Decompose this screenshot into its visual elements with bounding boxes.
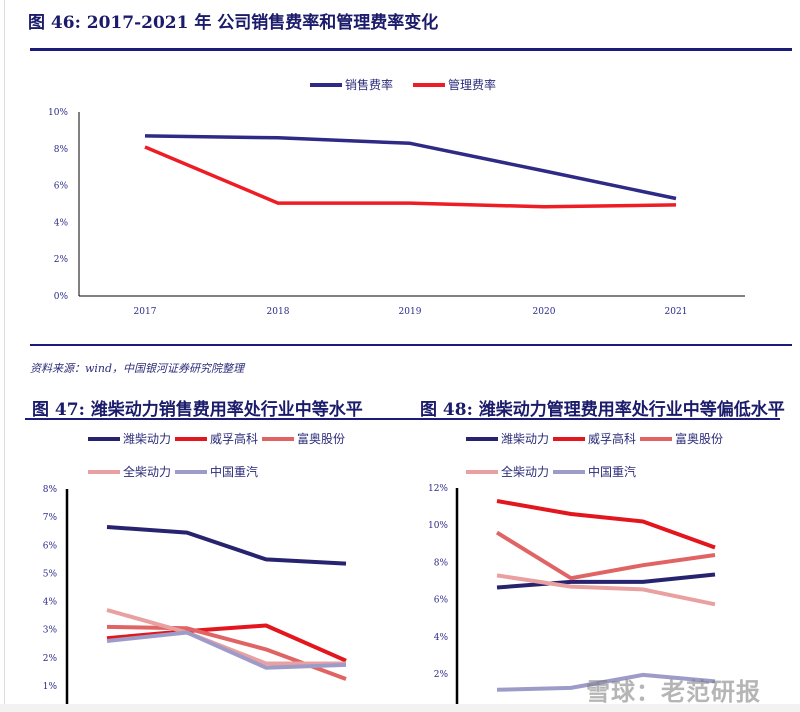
x-tick-label: 2019 xyxy=(399,307,422,317)
legend-swatch xyxy=(310,82,342,87)
source-note: 资料来源：wind，中国银河证券研究院整理 xyxy=(30,362,245,375)
y-tick-label: 6% xyxy=(434,596,449,606)
legend-label: 中国重汽 xyxy=(210,465,259,479)
legend-label: 中国重汽 xyxy=(588,465,637,479)
legend-swatch xyxy=(413,82,446,87)
y-tick-label: 12% xyxy=(428,484,448,494)
legend-item: 中国重汽 xyxy=(175,463,258,480)
fig47-legend: 潍柴动力 威孚高科 富奥股份全柴动力 中国重汽 xyxy=(88,430,388,480)
fig46-title: 图 46: 2017-2021 年 公司销售费率和管理费率变化 xyxy=(28,13,439,33)
fig48-legend: 潍柴动力 威孚高科 富奥股份全柴动力 中国重汽 xyxy=(466,430,766,480)
legend-item: 潍柴动力 xyxy=(88,430,171,447)
x-tick-label: 2017 xyxy=(134,307,157,317)
y-tick-label: 2% xyxy=(434,670,449,680)
series-line-潍柴动力 xyxy=(496,572,716,590)
legend-item: 富奥股份 xyxy=(262,430,345,447)
series-line-威孚高科 xyxy=(106,623,347,663)
series-line-威孚高科 xyxy=(496,499,716,550)
legend-item: 销售费率 xyxy=(310,76,393,93)
fig46-chart: 0% 2% 4% 6% 8% 10% 2017 2018 2019 2020 2021 xyxy=(48,108,745,317)
legend-label: 威孚高科 xyxy=(210,432,259,446)
y-tick-label: 2% xyxy=(43,654,58,664)
y-tick-label: 4% xyxy=(434,633,449,643)
x-tick-label: 2021 xyxy=(665,307,688,317)
legend-label: 销售费率 xyxy=(345,78,394,92)
legend-item: 全柴动力 xyxy=(466,463,549,480)
y-tick-label: 6% xyxy=(54,182,69,192)
y-tick-label: 8% xyxy=(43,485,58,495)
legend-item: 富奥股份 xyxy=(640,430,723,447)
y-tick-label: 5% xyxy=(43,569,58,579)
y-tick-label: 8% xyxy=(54,145,69,155)
series-line-中国重汽 xyxy=(106,630,347,670)
legend-swatch xyxy=(262,436,295,441)
x-tick-label: 2020 xyxy=(533,307,556,317)
page-edge xyxy=(4,0,5,712)
legend-label: 威孚高科 xyxy=(588,432,637,446)
legend-swatch xyxy=(553,436,586,441)
series-line-富奥股份 xyxy=(495,530,716,581)
y-tick-label: 10% xyxy=(428,521,448,531)
fig47-chart: 1% 2% 3% 4% 5% 6% 7% 8% xyxy=(43,485,347,712)
series-line-潍柴动力 xyxy=(106,525,347,566)
legend-swatch xyxy=(175,436,208,441)
fig46-bottom-rule xyxy=(30,344,792,346)
series-line-中国重汽 xyxy=(496,672,716,692)
legend-item: 管理费率 xyxy=(413,76,496,93)
y-tick-label: 0% xyxy=(54,292,69,302)
y-tick-label: 3% xyxy=(43,626,58,636)
y-tick-label: 8% xyxy=(434,558,449,568)
y-tick-label: 7% xyxy=(43,513,58,523)
series-line-全柴动力 xyxy=(496,573,716,607)
y-tick-label: 4% xyxy=(54,218,69,228)
legend-label: 富奥股份 xyxy=(297,432,346,446)
y-tick-label: 1% xyxy=(43,682,58,692)
series-line-销售费率 xyxy=(144,134,677,201)
legend-swatch xyxy=(466,436,498,441)
legend-swatch xyxy=(466,469,498,474)
fig47-title: 图 47: 潍柴动力销售费用率处行业中等水平 xyxy=(32,400,363,420)
y-tick-label: 10% xyxy=(48,108,68,118)
legend-swatch xyxy=(88,469,120,474)
legend-item: 全柴动力 xyxy=(88,463,171,480)
legend-swatch xyxy=(640,436,673,441)
legend-label: 富奥股份 xyxy=(675,432,724,446)
bottom-strip xyxy=(0,704,800,712)
legend-swatch xyxy=(175,469,208,474)
fig48-chart: 2% 4% 6% 8% 10% 12% xyxy=(428,484,716,712)
watermark: 雪球：老范研报 xyxy=(586,678,761,706)
fig46-legend: 销售费率 管理费率 xyxy=(310,76,516,93)
fig48-title: 图 48: 潍柴动力管理费用率处行业中等偏低水平 xyxy=(420,400,785,420)
legend-item: 潍柴动力 xyxy=(466,430,549,447)
legend-label: 潍柴动力 xyxy=(501,432,550,446)
x-tick-label: 2018 xyxy=(267,307,290,317)
legend-item: 中国重汽 xyxy=(553,463,636,480)
legend-swatch xyxy=(553,469,586,474)
legend-item: 威孚高科 xyxy=(175,430,258,447)
legend-label: 潍柴动力 xyxy=(123,432,172,446)
fig47-48-rule xyxy=(25,418,780,420)
legend-label: 全柴动力 xyxy=(501,465,550,479)
y-tick-label: 6% xyxy=(43,541,58,551)
legend-label: 管理费率 xyxy=(448,78,497,92)
fig46-rule xyxy=(30,48,792,51)
y-tick-label: 4% xyxy=(43,598,58,608)
legend-label: 全柴动力 xyxy=(123,465,172,479)
legend-item: 威孚高科 xyxy=(553,430,636,447)
series-line-管理费率 xyxy=(144,145,677,209)
y-tick-label: 2% xyxy=(54,255,69,265)
legend-swatch xyxy=(88,436,120,441)
